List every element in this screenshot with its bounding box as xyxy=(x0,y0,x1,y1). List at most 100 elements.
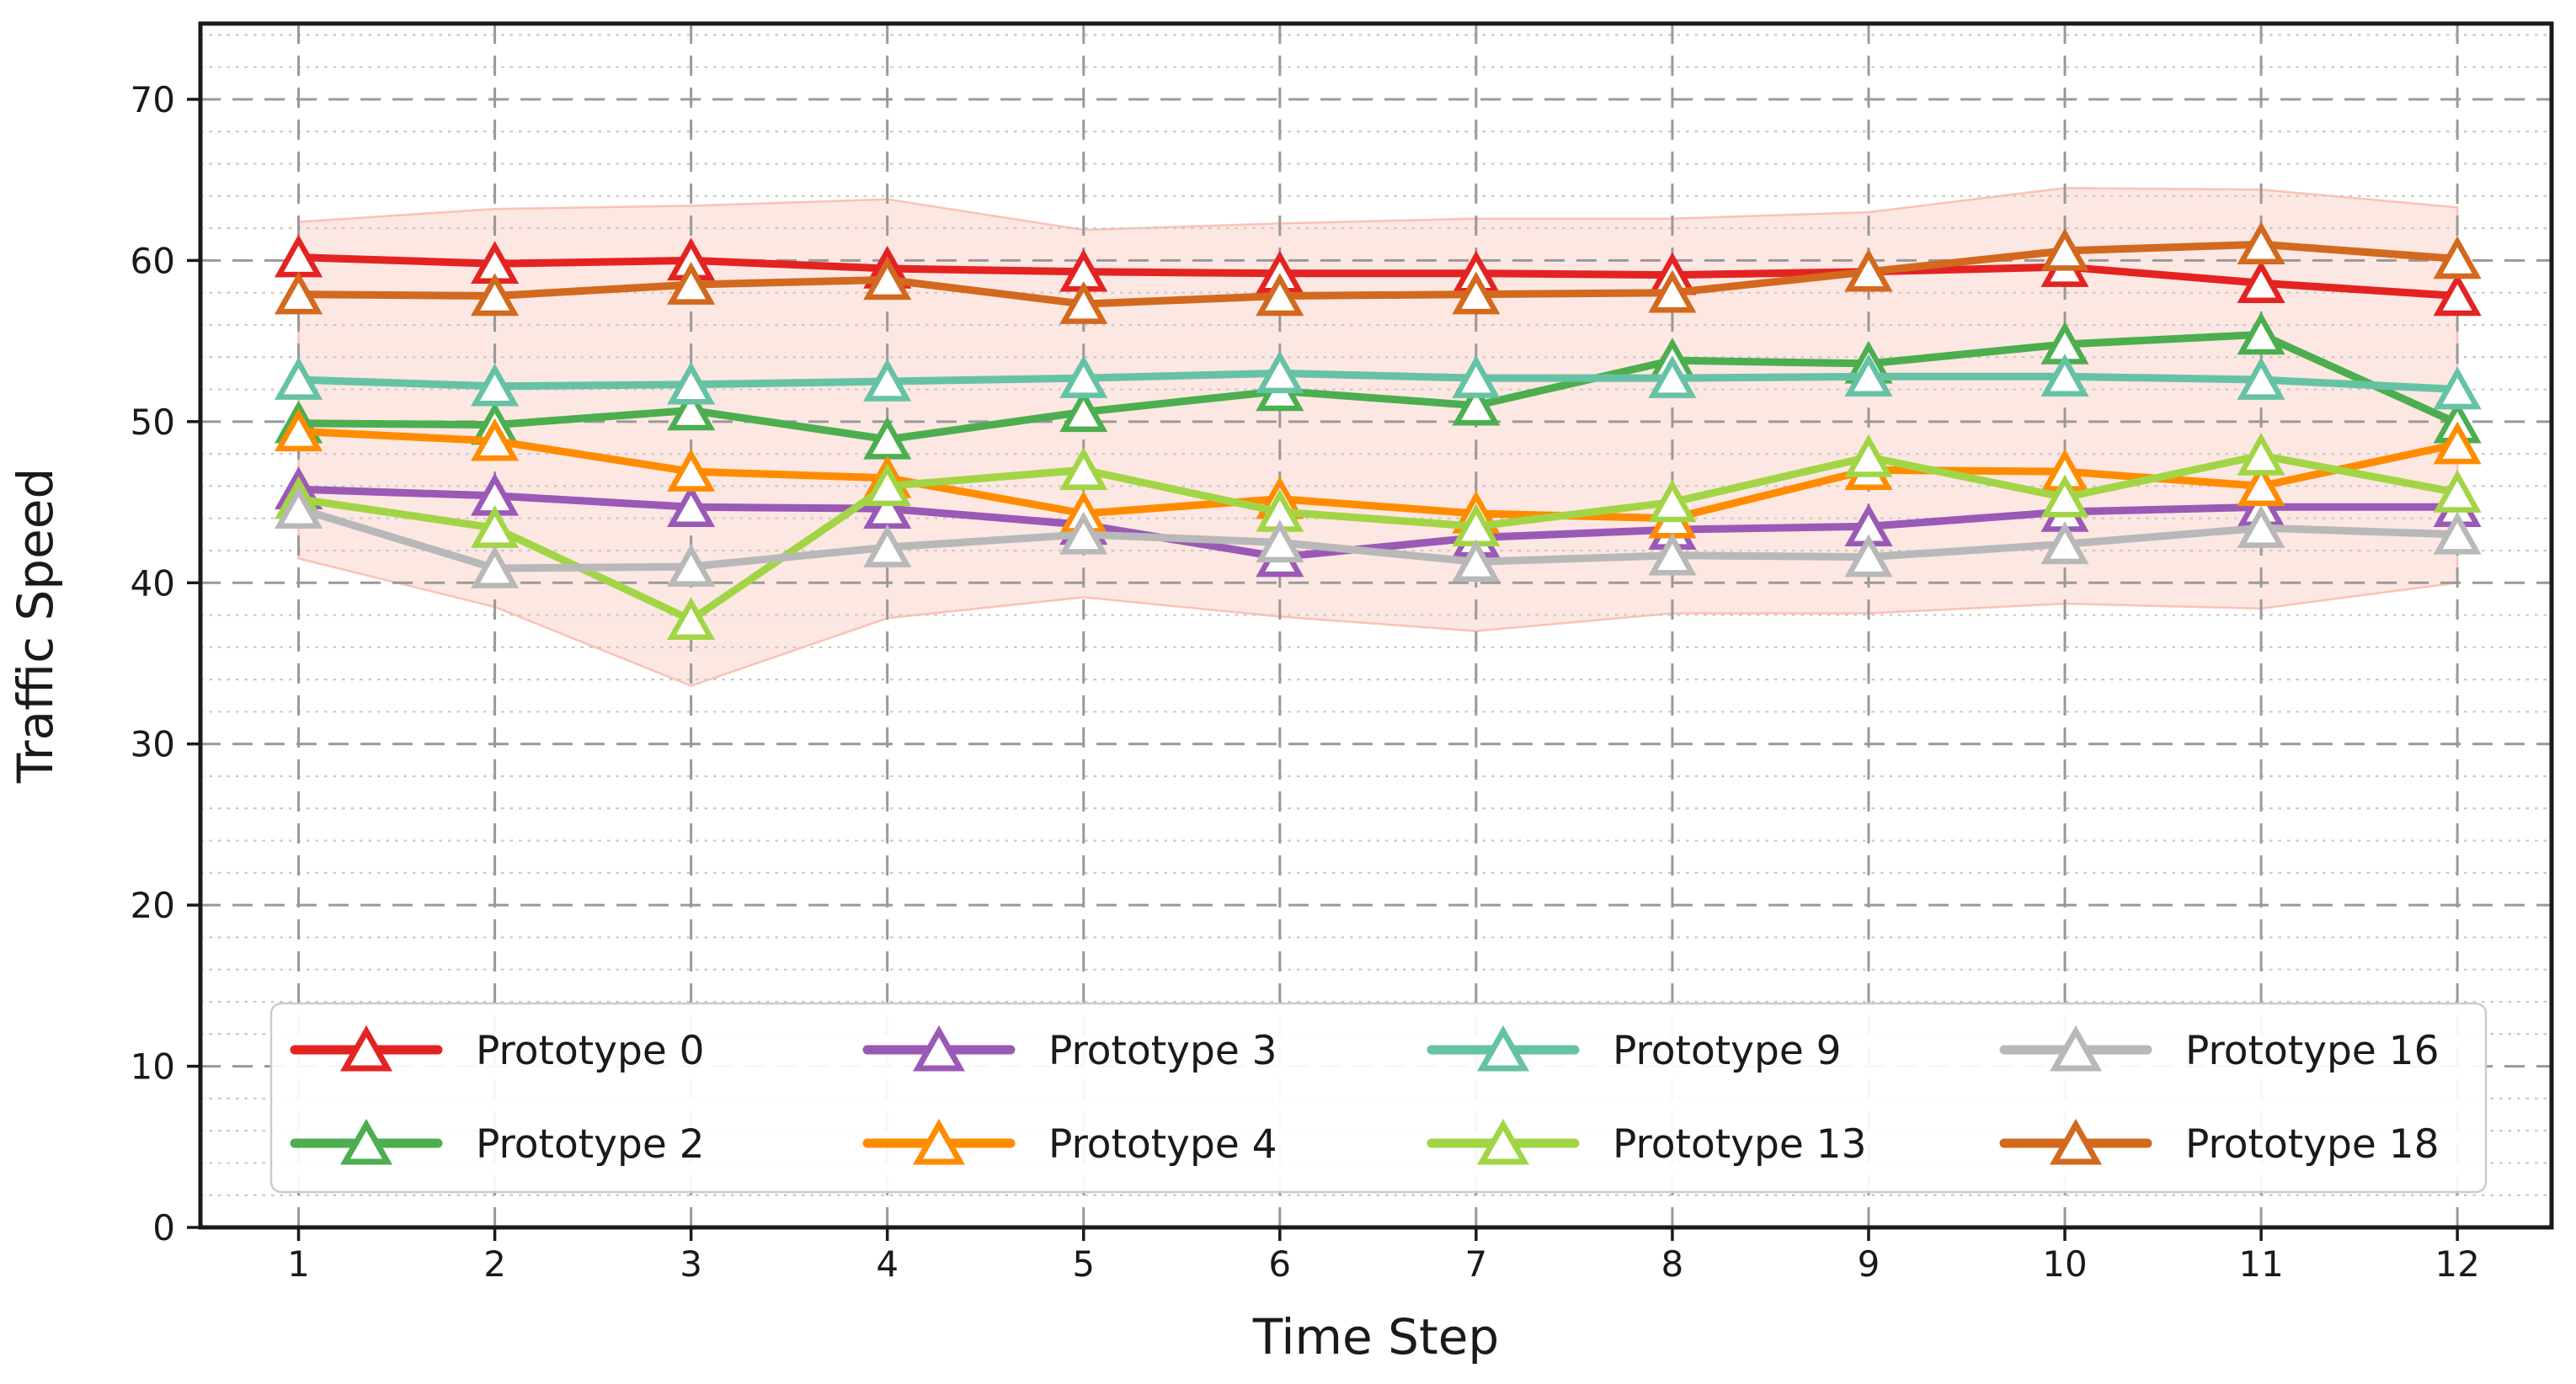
y-tick-label: 30 xyxy=(131,724,175,765)
marker-icon xyxy=(1648,269,1697,313)
marker-icon xyxy=(1476,1025,1530,1072)
marker-icon xyxy=(863,358,912,402)
marker-icon xyxy=(1059,389,1108,433)
marker-icon xyxy=(2433,511,2482,555)
x-tick-label: 7 xyxy=(1464,1243,1487,1285)
plot-border xyxy=(198,21,2554,1230)
marker-icon xyxy=(274,486,323,529)
legend-item-prototype-13: Prototype 13 xyxy=(1427,1118,1866,1168)
marker-icon xyxy=(2433,236,2482,279)
marker-icon xyxy=(1648,532,1697,576)
marker-icon xyxy=(912,1118,966,1165)
series-line-prototype-18 xyxy=(295,240,2461,308)
marker-icon xyxy=(1452,539,1501,583)
marker-icon xyxy=(1844,434,1893,477)
x-tick-label: 5 xyxy=(1072,1243,1095,1285)
legend-label-prototype-3: Prototype 3 xyxy=(1048,1028,1277,1074)
y-tick-label: 60 xyxy=(131,240,175,281)
marker-icon xyxy=(667,387,716,431)
marker-icon xyxy=(1844,248,1893,292)
marker-icon xyxy=(1256,273,1304,317)
marker-icon xyxy=(1452,271,1501,315)
x-tick-label: 12 xyxy=(2435,1243,2479,1285)
marker-icon xyxy=(863,257,912,301)
legend-item-prototype-2: Prototype 2 xyxy=(290,1118,705,1168)
legend-item-prototype-9: Prototype 9 xyxy=(1427,1025,1842,1074)
marker-icon xyxy=(1476,1118,1530,1165)
x-tick-label: 3 xyxy=(680,1243,702,1285)
marker-icon xyxy=(471,505,520,548)
x-tick-label: 8 xyxy=(1661,1243,1684,1285)
legend: Prototype 0 Prototype 2 Prototype 3 Prototy… xyxy=(269,1002,2488,1194)
series-prototype-13 xyxy=(274,432,2482,641)
x-axis-label: Time Step xyxy=(1252,1308,1499,1365)
marker-icon xyxy=(667,597,716,641)
marker-icon xyxy=(2040,354,2089,397)
marker-icon xyxy=(2433,273,2482,317)
y-tick-label: 20 xyxy=(131,885,175,926)
marker-icon xyxy=(667,449,716,492)
marker-icon xyxy=(2433,366,2482,410)
marker-icon xyxy=(2237,463,2285,507)
legend-label-prototype-18: Prototype 18 xyxy=(2185,1121,2439,1168)
legend-label-prototype-13: Prototype 13 xyxy=(1613,1121,1866,1168)
marker-icon xyxy=(1648,479,1697,523)
marker-icon xyxy=(2237,311,2285,355)
marker-icon xyxy=(667,484,716,528)
marker-icon xyxy=(1648,355,1697,398)
marker-icon xyxy=(1059,355,1108,398)
axes-spines xyxy=(198,21,2554,1230)
x-tick-label: 9 xyxy=(1858,1243,1880,1285)
x-tick-label: 11 xyxy=(2238,1243,2283,1285)
series-line-prototype-0 xyxy=(295,253,2461,301)
y-tick-label: 50 xyxy=(131,402,175,443)
marker-icon xyxy=(667,543,716,587)
legend-label-prototype-0: Prototype 0 xyxy=(476,1028,705,1074)
marker-icon xyxy=(471,363,520,407)
series-prototype-18 xyxy=(274,221,2482,324)
marker-icon xyxy=(2237,432,2285,476)
marker-icon xyxy=(471,273,520,317)
marker-icon xyxy=(2049,1025,2103,1072)
marker-icon xyxy=(2237,221,2285,265)
y-axis-label: Traffic Speed xyxy=(7,468,64,785)
series-prototype-9 xyxy=(274,350,2482,410)
x-tick-label: 1 xyxy=(287,1243,310,1285)
marker-icon xyxy=(2040,474,2089,518)
marker-icon xyxy=(2040,227,2089,271)
series-line-prototype-4 xyxy=(295,427,2461,523)
series-prototype-16 xyxy=(274,486,2482,588)
marker-icon xyxy=(2237,505,2285,548)
marker-icon xyxy=(1452,355,1501,398)
marker-icon xyxy=(2049,1118,2103,1165)
x-tick-label: 4 xyxy=(876,1243,899,1285)
legend-item-prototype-18: Prototype 18 xyxy=(1999,1118,2439,1168)
legend-label-prototype-9: Prototype 9 xyxy=(1613,1028,1842,1074)
legend-item-prototype-16: Prototype 16 xyxy=(1999,1025,2439,1074)
x-tick-label: 6 xyxy=(1268,1243,1291,1285)
y-tick-label: 40 xyxy=(131,562,175,604)
marker-icon xyxy=(471,418,520,461)
marker-icon xyxy=(1452,382,1501,426)
legend-label-prototype-4: Prototype 4 xyxy=(1048,1121,1277,1168)
legend-box xyxy=(269,1002,2488,1194)
marker-icon xyxy=(274,408,323,452)
marker-icon xyxy=(2040,521,2089,565)
legend-item-prototype-3: Prototype 3 xyxy=(862,1025,1277,1074)
marker-icon xyxy=(667,361,716,405)
marker-icon xyxy=(339,1025,393,1072)
marker-icon xyxy=(912,1025,966,1072)
y-tick-label: 70 xyxy=(131,79,175,120)
x-tick-label: 10 xyxy=(2042,1243,2087,1285)
legend-label-prototype-2: Prototype 2 xyxy=(476,1121,705,1168)
series-layer xyxy=(274,221,2482,641)
x-tick-label: 2 xyxy=(483,1243,506,1285)
marker-icon xyxy=(2237,356,2285,400)
marker-icon xyxy=(1844,534,1893,578)
marker-icon xyxy=(2433,469,2482,513)
marker-icon xyxy=(863,524,912,567)
series-line-prototype-9 xyxy=(295,369,2461,394)
